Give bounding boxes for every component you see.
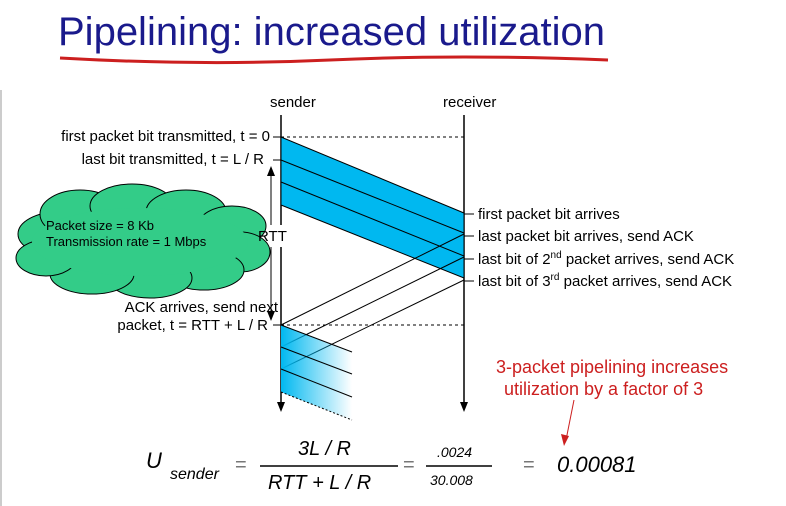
first-bit-transmitted-label: first packet bit transmitted, t = 0 bbox=[61, 128, 270, 145]
last-bit-arrives-label: last packet bit arrives, send ACK bbox=[478, 228, 694, 245]
sender-timeline-arrow bbox=[277, 402, 285, 412]
packet-divider-1 bbox=[280, 159, 465, 234]
formula-numerator-1: 3L / R bbox=[298, 438, 351, 460]
slide-title: Pipelining: increased utilization bbox=[58, 10, 605, 54]
cloud-packet-size: Packet size = 8 Kb bbox=[46, 218, 155, 233]
note-arrow-line bbox=[565, 399, 575, 441]
ack-arrives-label-line2: packet, t = RTT + L / R bbox=[117, 317, 268, 334]
ack-line-1 bbox=[280, 233, 465, 326]
sender-label: sender bbox=[270, 94, 316, 111]
next-packet-line-2 bbox=[280, 346, 353, 375]
ack-arrives-label-line1: ACK arrives, send next bbox=[124, 299, 278, 316]
rtt-arrow-down bbox=[267, 311, 275, 321]
second-packet-sup: nd bbox=[550, 250, 562, 261]
formula-equals-2: = bbox=[403, 454, 415, 476]
third-packet-arrives-label: last bit of 3rd packet arrives, send ACK bbox=[478, 272, 733, 291]
pipelining-note-line1: 3-packet pipelining increases bbox=[496, 357, 729, 377]
formula-denominator-2: 30.008 bbox=[430, 472, 473, 488]
formula-result: 0.00081 bbox=[557, 452, 637, 477]
title-underline bbox=[59, 55, 609, 65]
receiver-timeline-arrow bbox=[460, 402, 468, 412]
rtt-label: RTT bbox=[258, 228, 287, 245]
third-packet-text-post: packet arrives, send ACK bbox=[559, 273, 733, 290]
note-arrow-head bbox=[561, 434, 569, 446]
next-packet-band bbox=[281, 325, 352, 420]
second-packet-text-pre: last bit of 2 bbox=[478, 251, 551, 268]
second-packet-arrives-label: last bit of 2nd packet arrives, send ACK bbox=[478, 250, 735, 269]
pipelining-note-line2: utilization by a factor of 3 bbox=[504, 379, 704, 399]
third-packet-text-pre: last bit of 3 bbox=[478, 273, 551, 290]
formula-sender-subscript: sender bbox=[170, 466, 219, 483]
formula-denominator-1: RTT + L / R bbox=[268, 472, 372, 494]
packet-band bbox=[280, 136, 465, 279]
next-packet-line-3 bbox=[280, 368, 353, 398]
third-packet-sup: rd bbox=[550, 272, 560, 283]
packet-divider-2 bbox=[280, 181, 465, 257]
next-packet-line-1 bbox=[280, 324, 353, 353]
cloud-transmission-rate: Transmission rate = 1 Mbps bbox=[46, 234, 207, 249]
formula-equals-3: = bbox=[523, 454, 535, 476]
formula-u: U bbox=[146, 448, 162, 473]
receiver-label: receiver bbox=[443, 94, 497, 111]
last-bit-transmitted-label: last bit transmitted, t = L / R bbox=[81, 151, 264, 168]
formula-equals-1: = bbox=[235, 454, 247, 476]
next-packet-line-4 bbox=[280, 391, 353, 421]
formula-numerator-2: .0024 bbox=[437, 444, 473, 460]
second-packet-text-post: packet arrives, send ACK bbox=[561, 251, 735, 268]
first-bit-arrives-label: first packet bit arrives bbox=[478, 206, 620, 223]
rtt-arrow-up bbox=[267, 166, 275, 176]
ack-line-2 bbox=[280, 256, 465, 348]
info-cloud-fill bbox=[32, 208, 248, 276]
